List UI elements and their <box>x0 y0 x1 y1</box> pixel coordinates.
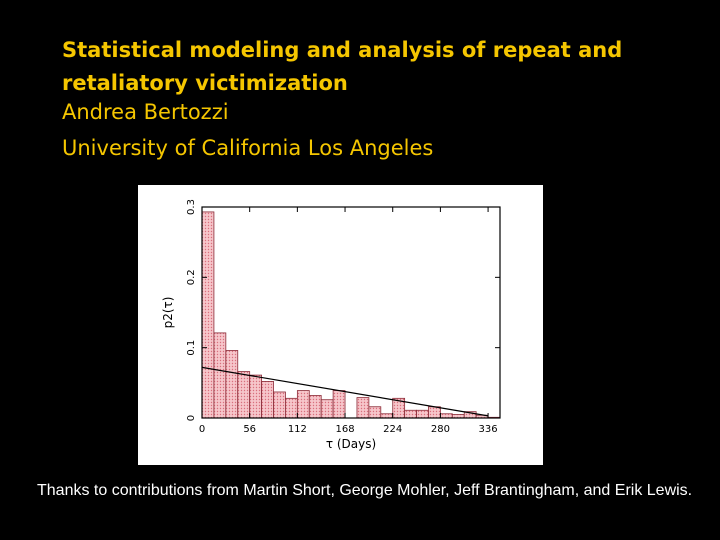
x-tick-label: 336 <box>479 424 498 435</box>
fit-line <box>201 366 489 417</box>
author-name: Andrea Bertozzi <box>62 100 229 124</box>
x-tick-label: 0 <box>199 424 205 435</box>
x-tick-label: 168 <box>335 424 354 435</box>
histogram-bar <box>356 397 370 419</box>
slide-title-line-1: Statistical modeling and analysis of rep… <box>62 38 623 62</box>
histogram-chart: 0 56 112 168 224 280 336 0 0.1 0.2 0.3 τ (Days) p2… <box>161 199 501 451</box>
affiliation: University of California Los Angeles <box>62 136 434 160</box>
histogram-bar <box>428 406 441 419</box>
histogram-bar <box>273 391 286 419</box>
histogram-bar <box>320 399 334 419</box>
y-tick-label: 0.3 <box>186 199 197 215</box>
histogram-bar <box>225 350 239 419</box>
histogram-bar <box>261 381 274 419</box>
y-axis-label: p2(τ) <box>161 297 175 329</box>
x-tick-label: 112 <box>288 424 307 435</box>
x-tick-label: 280 <box>431 424 450 435</box>
histogram-bar <box>213 332 227 419</box>
x-axis-label: τ (Days) <box>326 437 376 451</box>
histogram-bar <box>416 409 429 419</box>
y-tick-label: 0 <box>186 415 197 421</box>
histogram-bar <box>380 413 394 419</box>
histogram-bar <box>201 211 215 419</box>
plot-frame <box>201 206 501 419</box>
histogram-bar <box>249 374 263 419</box>
histogram-bars <box>201 211 501 419</box>
axis-ticks <box>201 206 500 419</box>
histogram-bar <box>237 371 251 419</box>
slide-title: Statistical modeling and analysis of rep… <box>62 34 702 100</box>
axis-tick-labels: 0 56 112 168 224 280 336 0 0.1 0.2 0.3 <box>186 199 498 435</box>
histogram-figure: 0 56 112 168 224 280 336 0 0.1 0.2 0.3 τ (Days) p2… <box>138 185 543 465</box>
x-tick-label: 56 <box>243 424 256 435</box>
y-tick-label: 0.2 <box>186 269 197 285</box>
histogram-bar <box>368 406 382 419</box>
histogram-bar <box>296 390 310 419</box>
slide-title-line-2: retaliatory victimization <box>62 71 348 95</box>
histogram-bar <box>285 397 298 419</box>
histogram-bar <box>332 390 346 419</box>
x-tick-label: 224 <box>383 424 402 435</box>
histogram-bar <box>439 413 453 419</box>
histogram-bar <box>308 395 322 419</box>
y-tick-label: 0.1 <box>186 340 197 356</box>
acknowledgements-text: Thanks to contributions from Martin Shor… <box>37 482 693 499</box>
histogram-bar <box>404 409 417 419</box>
